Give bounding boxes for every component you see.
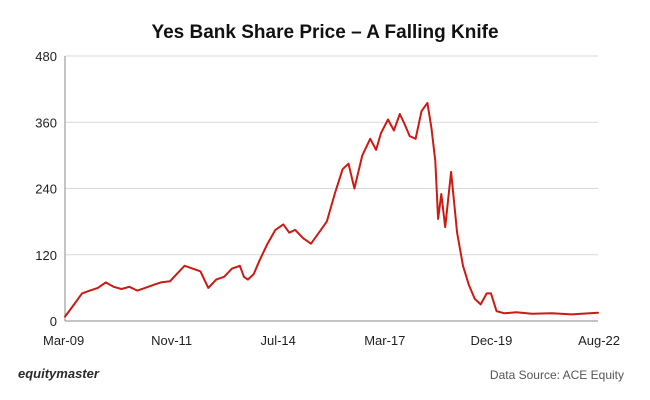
series-line-0	[64, 101, 599, 318]
axes	[64, 56, 598, 322]
x-tick-label: Mar-17	[364, 333, 405, 348]
chart-title: Yes Bank Share Price – A Falling Knife	[151, 22, 499, 43]
y-tick-label: 360	[35, 115, 57, 130]
x-tick-label: Aug-22	[578, 333, 620, 348]
x-tick-label: Nov-11	[151, 333, 192, 348]
data-source-note: Data Source: ACE Equity	[489, 368, 624, 382]
brand-logo-text: equitymaster	[18, 366, 99, 381]
y-tick-label: 0	[50, 314, 57, 329]
x-tick-label: Dec-19	[470, 333, 512, 348]
y-tick-label: 480	[35, 49, 57, 64]
y-tick-label: 240	[35, 182, 57, 197]
tick-labels: 0 120 240 360 480 Mar-09 Nov-11 Jul-14 Mar-17 Dec…	[35, 49, 620, 348]
gridlines	[65, 55, 598, 256]
x-tick-label: Jul-14	[260, 333, 295, 348]
x-tick-label: Mar-09	[43, 333, 84, 348]
y-tick-label: 120	[35, 248, 57, 263]
series-layer	[64, 101, 599, 318]
